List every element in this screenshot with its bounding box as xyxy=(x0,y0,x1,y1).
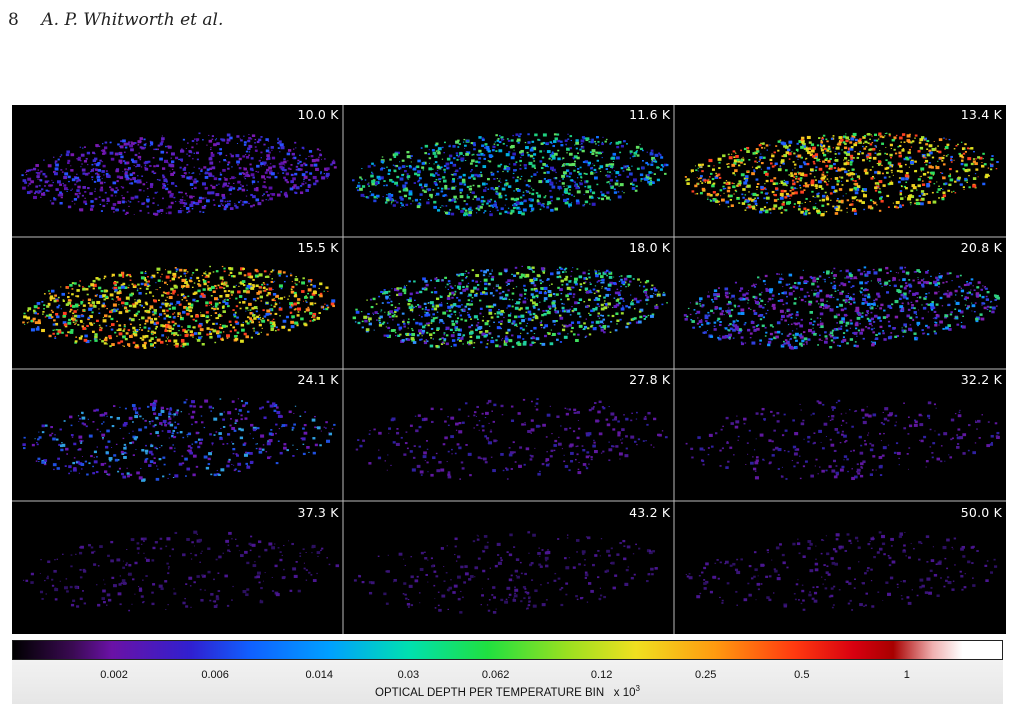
temperature-label: 11.6 K xyxy=(629,107,671,122)
galaxy-panel: 32.2 K xyxy=(675,370,1006,502)
galaxy-map xyxy=(684,265,1001,350)
colorbar xyxy=(12,640,1003,660)
galaxy-map xyxy=(21,132,337,216)
galaxy-map xyxy=(685,399,1001,481)
galaxy-panel: 11.6 K xyxy=(343,105,675,237)
galaxy-map xyxy=(351,133,669,217)
galaxy-panel: 13.4 K xyxy=(675,105,1006,237)
galaxy-map xyxy=(22,265,336,349)
temperature-label: 37.3 K xyxy=(297,504,339,520)
multiplier-text: x 10 xyxy=(613,686,636,699)
galaxy-map xyxy=(22,398,336,482)
galaxy-panel: 50.0 K xyxy=(675,502,1006,634)
galaxy-panel: 43.2 K xyxy=(343,502,675,634)
colorbar-tick-label: 0.5 xyxy=(794,669,810,681)
colorbar-tick-label: 0.062 xyxy=(481,669,510,681)
temperature-label: 15.5 K xyxy=(297,239,339,255)
running-header: 8 A. P. Whitworth et al. xyxy=(8,10,223,30)
galaxy-map xyxy=(352,265,668,348)
page-number: 8 xyxy=(8,10,19,30)
galaxy-panel: 20.8 K xyxy=(675,237,1006,369)
galaxy-map xyxy=(355,398,668,480)
galaxy-panel: 24.1 K xyxy=(12,370,343,502)
colorbar-tick-label: 0.12 xyxy=(590,669,613,681)
colorbar-tick-label: 1 xyxy=(903,669,910,681)
author-line: A. P. Whitworth et al. xyxy=(41,10,224,30)
galaxy-map xyxy=(353,530,658,614)
temperature-label: 10.0 K xyxy=(297,107,339,122)
multiplier-exponent: 3 xyxy=(635,684,640,693)
galaxy-panel: 10.0 K xyxy=(12,105,343,237)
galaxy-map xyxy=(22,530,340,611)
colorbar-tick-label: 0.002 xyxy=(100,669,128,681)
colorbar-tick-label: 0.03 xyxy=(397,669,420,681)
galaxy-map xyxy=(686,530,998,611)
temperature-label: 27.8 K xyxy=(629,372,671,387)
galaxy-panel: 27.8 K xyxy=(343,370,675,502)
galaxy-panel: 18.0 K xyxy=(343,237,675,369)
colorbar-axis: OPTICAL DEPTH PER TEMPERATURE BIN x 103 … xyxy=(12,660,1003,704)
temperature-label: 50.0 K xyxy=(960,504,1002,520)
temperature-label: 32.2 K xyxy=(960,372,1002,387)
colorbar-caption: OPTICAL DEPTH PER TEMPERATURE BIN x 103 xyxy=(12,684,1003,699)
temperature-label: 13.4 K xyxy=(960,107,1002,122)
galaxy-panel: 37.3 K xyxy=(12,502,343,634)
temperature-label: 43.2 K xyxy=(629,504,671,520)
temperature-label: 24.1 K xyxy=(297,372,339,387)
temperature-label: 18.0 K xyxy=(629,239,671,255)
colorbar-tick-label: 0.014 xyxy=(305,669,333,681)
galaxy-panel: 15.5 K xyxy=(12,237,343,369)
colorbar-tick-label: 0.006 xyxy=(201,669,229,681)
temperature-panel-grid: 10.0 K 11.6 K 13.4 K 15.5 K 18.0 K 20.8 K 24.1… xyxy=(12,105,1006,634)
colorbar-tick-label: 0.25 xyxy=(694,669,717,681)
temperature-label: 20.8 K xyxy=(960,239,1002,255)
caption-text: OPTICAL DEPTH PER TEMPERATURE BIN xyxy=(375,686,605,699)
galaxy-map xyxy=(685,132,1000,217)
